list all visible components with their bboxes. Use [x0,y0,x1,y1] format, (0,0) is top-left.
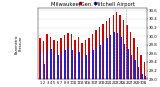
Bar [40,52,41,79]
Bar [110,35,111,79]
Bar [78,52,80,79]
Bar [131,56,132,79]
Bar [112,15,114,79]
Bar [120,15,121,79]
Bar [68,48,69,79]
Bar [140,56,142,79]
Bar [116,12,117,79]
Bar [92,34,93,79]
Bar [89,52,90,79]
Bar [95,30,96,79]
Bar [53,40,55,79]
Bar [144,62,145,79]
Bar [60,38,62,79]
Bar [126,25,128,79]
Bar [75,56,76,79]
Bar [96,48,97,79]
Bar [57,41,58,79]
Bar [117,33,118,79]
Bar [137,47,138,79]
Bar [106,38,108,79]
Bar [99,45,101,79]
Bar [141,74,143,79]
Bar [71,50,73,79]
Bar [92,50,94,79]
Bar [145,76,146,79]
Bar [124,44,125,79]
Bar [78,37,79,79]
Bar [61,52,62,79]
Bar [109,18,111,79]
Text: Barometric
Pressure: Barometric Pressure [14,34,23,54]
Bar [71,34,72,79]
Bar [130,32,131,79]
Bar [120,37,122,79]
Bar [44,64,45,79]
Bar [133,38,135,79]
Bar [57,56,59,79]
Bar [47,50,48,79]
Bar [85,56,87,79]
Title: Milwaukee/Gen. Mitchell Airport: Milwaukee/Gen. Mitchell Airport [51,2,135,7]
Bar [99,27,100,79]
Bar [50,37,51,79]
Bar [43,41,44,79]
Bar [54,53,55,79]
Bar [85,40,86,79]
Bar [74,40,76,79]
Bar [102,24,104,79]
Bar [82,58,83,79]
Bar [81,43,83,79]
Bar [46,34,48,79]
Bar [138,67,139,79]
Bar [51,49,52,79]
Bar [64,50,66,79]
Bar [88,38,90,79]
Bar [134,60,136,79]
Bar [113,32,115,79]
Bar [103,41,104,79]
Bar [106,21,107,79]
Bar [123,20,124,79]
Bar [39,38,41,79]
Bar [67,33,69,79]
Bar [127,49,129,79]
Bar [64,35,65,79]
